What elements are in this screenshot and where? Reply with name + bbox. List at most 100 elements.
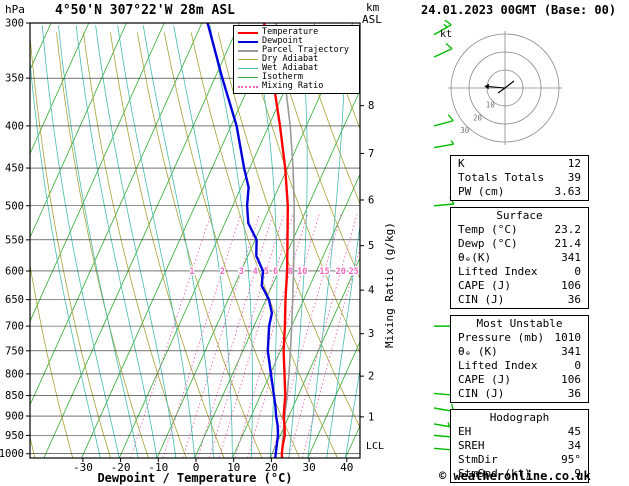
stats-section: Hodograph EH 45 SREH 34 StmDir 95° StmSpd (kt) 9 (450, 409, 589, 483)
stat-row: EH 45 (451, 425, 588, 439)
stat-value: 0 (574, 265, 581, 278)
stat-value: 23.2 (554, 223, 582, 236)
legend-item: Wet Adiabat (238, 64, 355, 73)
wet-adiabat-line (326, 223, 360, 458)
stat-value: 1010 (554, 331, 582, 344)
stat-label: CIN (J) (458, 293, 505, 306)
pressure-tick-label: 750 (5, 345, 24, 357)
stat-value: 34 (567, 439, 581, 452)
isotherm-line (81, 23, 278, 458)
mixing-ratio-label: 10 (297, 267, 307, 277)
pressure-tick-label: 950 (5, 430, 24, 442)
mixing-ratio-line (301, 246, 360, 458)
temperature-tick-label: 10 (227, 461, 240, 474)
isotherm-line (194, 89, 360, 458)
stat-label: CAPE (J) (458, 373, 511, 386)
mixing-ratio-line (270, 214, 342, 458)
stat-label: Dewp (°C) (458, 237, 518, 250)
pressure-tick-label: 650 (5, 294, 24, 306)
stats-section: K 12 Totals Totals 39 PW (cm) 3.63 (450, 155, 589, 201)
series-dewpoint (206, 23, 280, 458)
stat-label: StmSpd (kt) (458, 467, 531, 480)
legend-label: Parcel Trajectory (262, 45, 349, 55)
mixing-ratio-label: 2 (220, 267, 225, 277)
hodograph-ring (450, 33, 560, 143)
stat-value: 341 (561, 251, 581, 264)
mixing-ratio-label: 25 (349, 267, 359, 277)
skewt-chart: 1 2 3 4 5 6 8 10 15 20 253003504004505005506006507… (0, 18, 455, 474)
stat-value: 9 (574, 467, 581, 480)
pressure-tick-label: 700 (5, 321, 24, 333)
pressure-tick-label: 1000 (0, 448, 24, 460)
series-temperature (262, 23, 289, 458)
stat-value: 12 (567, 157, 581, 170)
wet-adiabat-line (30, 57, 101, 458)
storm-motion-arrowhead (484, 83, 490, 90)
mixing-ratio-line (234, 214, 309, 458)
mixing-ratio-line (182, 214, 260, 458)
km-tick-label: 1 (368, 411, 374, 423)
stat-row: Temp (°C) 23.2 (451, 223, 588, 237)
wet-adiabat-line (142, 25, 214, 458)
mixing-ratio-label: 1 (189, 267, 194, 277)
stat-label: Lifted Index (458, 359, 538, 372)
wind-barb-half-feather (443, 23, 448, 28)
isotherm-line (269, 257, 360, 458)
legend-item: Parcel Trajectory (238, 46, 355, 55)
temperature-tick-label: 20 (265, 461, 278, 474)
stat-label: θₑ (K) (458, 345, 498, 358)
chart-legend: Temperature Dewpoint Parcel Trajectory Dry … (233, 25, 360, 94)
stat-row: Totals Totals 39 (451, 171, 588, 185)
altitude-axis-unit-asl: ASL (362, 13, 382, 26)
mixing-ratio-line (162, 214, 242, 458)
stats-panel: K 12 Totals Totals 39 PW (cm) 3.63 Surface Temp… (450, 155, 589, 486)
legend-swatch (238, 31, 258, 34)
pressure-tick-label: 600 (5, 265, 24, 277)
station-title: 4°50'N 307°22'W 28m ASL (55, 3, 236, 18)
mixing-ratio-label: 6 (273, 267, 278, 277)
stat-value: 21.4 (554, 237, 582, 250)
pressure-tick-label: 400 (5, 120, 24, 132)
dry-adiabat-line (190, 32, 338, 458)
mixing-ratio-line (208, 214, 285, 458)
legend-item: Mixing Ratio (238, 82, 355, 91)
pressure-tick-label: 900 (5, 411, 24, 423)
legend-swatch (238, 68, 258, 69)
mixing-ratio-label: 3 (239, 267, 244, 277)
pressure-tick-label: 450 (5, 163, 24, 175)
km-tick-label: 7 (368, 148, 374, 160)
wind-barb-shaft (433, 143, 454, 149)
wind-barb-feather (447, 114, 454, 122)
hodograph-ring-label: 10 (486, 101, 496, 110)
isotherm-line (307, 340, 360, 458)
pressure-tick-label: 500 (5, 200, 24, 212)
stat-row: θₑ(K) 341 (451, 251, 588, 265)
wet-adiabat-line (75, 25, 158, 458)
mixing-ratio-label: 15 (319, 267, 329, 277)
sounding-traces (206, 23, 296, 458)
temperature-tick-label: -10 (148, 461, 168, 474)
wind-barb-half-feather (450, 140, 455, 145)
stat-label: SREH (458, 439, 485, 452)
dry-adiabat-line (298, 32, 360, 205)
dry-adiabat-line (30, 262, 74, 458)
stat-value: 341 (561, 345, 581, 358)
stat-row: Lifted Index 0 (451, 265, 588, 279)
stats-section-header: Hodograph (489, 411, 550, 424)
isotherm-line (30, 23, 127, 239)
km-tick-label: 4 (368, 285, 374, 297)
km-tick-label: 2 (368, 371, 374, 383)
legend-swatch (238, 85, 258, 88)
dry-adiabat-line (244, 32, 360, 354)
dry-adiabat-line (30, 32, 111, 458)
lcl-label: LCL (366, 441, 384, 452)
legend-label: Isotherm (262, 72, 303, 82)
stats-section: Most Unstable Pressure (mb) 1010 θₑ (K) 341 L… (450, 315, 589, 403)
legend-swatch (238, 49, 258, 52)
legend-label: Temperature (262, 27, 319, 37)
stat-value: 106 (561, 373, 581, 386)
mixing-ratio-axis-label: Mixing Ratio (g/kg) (383, 222, 396, 348)
stat-value: 39 (567, 171, 581, 184)
mixing-ratio-line (130, 214, 212, 458)
